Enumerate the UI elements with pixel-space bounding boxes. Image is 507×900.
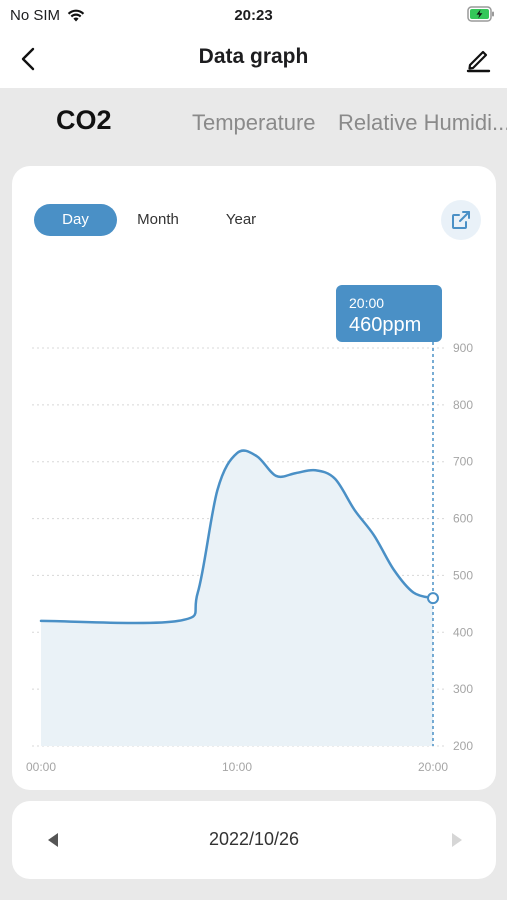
y-tick-label: 600 (453, 512, 473, 526)
triangle-right-icon (452, 833, 462, 847)
value-tooltip: 20:00 460ppm (336, 285, 442, 342)
status-left: No SIM (10, 7, 86, 24)
co2-series-line (39, 449, 435, 625)
period-year-button[interactable]: Year (225, 211, 257, 228)
status-bar: No SIM 20:23 (0, 0, 507, 30)
co2-area-fill (41, 450, 433, 746)
status-time: 20:23 (234, 7, 273, 24)
y-tick-label: 900 (453, 341, 473, 355)
carrier-label: No SIM (10, 7, 61, 24)
y-axis-ticks: 200 300 400 500 600 700 800 900 (453, 341, 473, 753)
wifi-icon (67, 9, 85, 22)
next-date-button[interactable] (444, 828, 468, 852)
y-tick-label: 700 (453, 455, 473, 469)
tab-co2[interactable]: CO2 (56, 105, 112, 135)
y-tick-label: 800 (453, 398, 473, 412)
period-month-button[interactable]: Month (137, 211, 179, 228)
co2-chart: 200 300 400 500 600 700 800 900 00:00 10:00 20:00 (26, 341, 473, 774)
selected-data-point[interactable] (427, 592, 439, 605)
current-date: 2022/10/26 (208, 829, 300, 849)
x-tick-label: 20:00 (418, 760, 448, 774)
metric-tabs: CO2 Temperature Relative Humidi... (0, 88, 507, 158)
y-tick-label: 300 (453, 682, 473, 696)
period-day-button[interactable]: Day (34, 204, 117, 236)
pencil-icon (466, 50, 491, 73)
triangle-left-icon (48, 833, 58, 847)
external-link-icon (452, 211, 470, 229)
y-tick-label: 400 (453, 625, 473, 639)
tooltip-time: 20:00 (349, 295, 385, 311)
y-tick-label: 500 (453, 568, 473, 582)
status-right (467, 6, 495, 27)
x-tick-label: 00:00 (26, 760, 56, 774)
chevron-left-icon (21, 47, 35, 71)
nav-bar: Data graph (0, 30, 507, 88)
share-button[interactable] (441, 200, 481, 240)
previous-date-button[interactable] (42, 828, 66, 852)
page-title: Data graph (198, 45, 309, 68)
x-axis-ticks: 00:00 10:00 20:00 (26, 760, 448, 774)
tab-temperature[interactable]: Temperature (192, 110, 316, 135)
battery-charging-icon (467, 6, 494, 22)
tooltip-value: 460ppm (349, 314, 422, 336)
back-button[interactable] (14, 44, 44, 74)
x-tick-label: 10:00 (222, 760, 252, 774)
tab-relative-humidity[interactable]: Relative Humidi... (338, 110, 507, 135)
edit-button[interactable] (463, 44, 493, 74)
y-tick-label: 200 (453, 739, 473, 753)
date-selector: 2022/10/26 (12, 801, 496, 879)
